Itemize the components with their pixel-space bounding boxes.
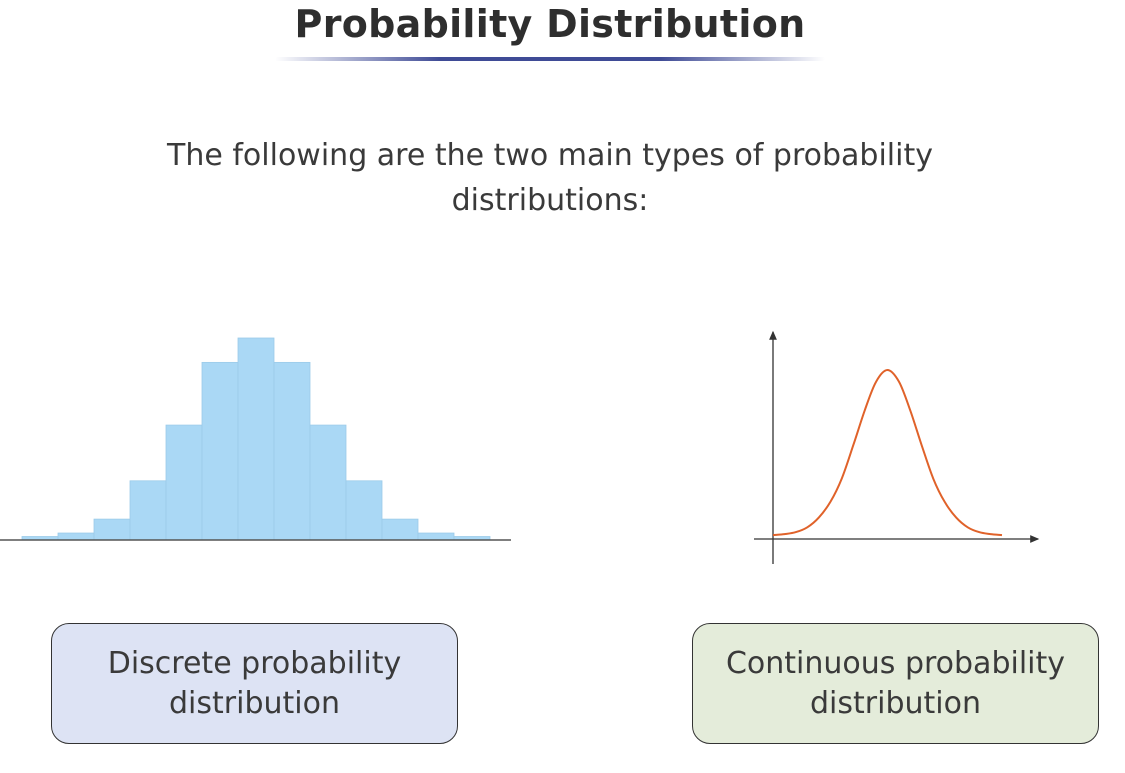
discrete-distribution-box: Discrete probability distribution (51, 623, 458, 744)
histogram-bar (417, 532, 455, 541)
histogram-bar (273, 361, 311, 541)
histogram-bars (21, 337, 491, 541)
histogram-bar (381, 518, 419, 541)
histogram-bar (57, 532, 95, 541)
histogram-bar (309, 424, 347, 541)
histogram-bar (237, 337, 275, 541)
continuous-density-chart (754, 330, 1040, 564)
histogram-bar (165, 424, 203, 541)
histogram-bar (129, 480, 167, 541)
discrete-histogram-chart (0, 337, 511, 541)
histogram-bar (345, 480, 383, 541)
intro-text: The following are the two main types of … (167, 138, 933, 218)
histogram-bar (93, 518, 131, 541)
continuous-distribution-box: Continuous probability distribution (692, 623, 1099, 744)
discrete-distribution-label: Discrete probability distribution (107, 645, 402, 721)
continuous-distribution-label: Continuous probability distribution (725, 645, 1066, 721)
density-curve (772, 368, 1003, 537)
histogram-bar (201, 361, 239, 541)
page-title: Probability Distribution (294, 2, 806, 46)
title-underline (275, 57, 825, 61)
